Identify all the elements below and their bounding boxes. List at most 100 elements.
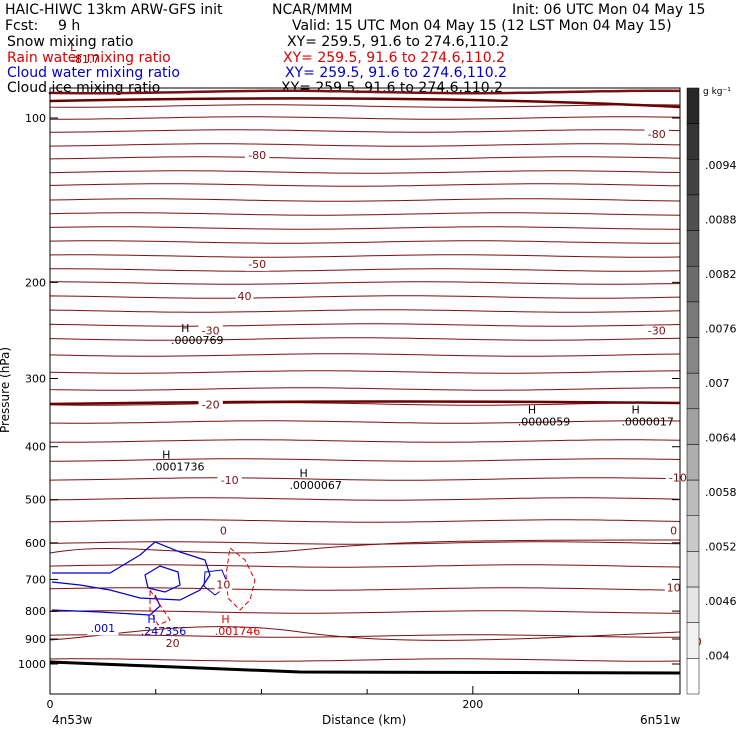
colorbar-swatch xyxy=(686,408,700,445)
temperature-contour xyxy=(49,539,681,554)
temperature-contour xyxy=(49,226,680,230)
extremum-value: .247356 xyxy=(141,625,187,638)
init-label: Init: 06 UTC Mon 04 May 15 xyxy=(512,2,706,18)
extremum-marker: H xyxy=(631,404,639,417)
temperature-contour-label: -10 xyxy=(221,474,239,487)
colorbar-swatch xyxy=(686,337,700,374)
colorbar-swatch xyxy=(686,479,700,517)
field-snow-xy: XY= 259.5, 91.6 to 274.6,110.2 xyxy=(287,34,510,50)
extremum-value: -81.7 xyxy=(71,53,99,66)
temperature-contour xyxy=(49,387,680,391)
field-rain-xy: XY= 259.5, 91.6 to 274.6,110.2 xyxy=(283,50,506,66)
temperature-contour xyxy=(49,323,681,327)
extremum-value: .0000059 xyxy=(518,416,571,429)
temperature-contour-label-bg xyxy=(664,582,683,595)
x-right-endpoint: 6n51w xyxy=(640,713,681,727)
rain-water-contour xyxy=(225,547,256,611)
colorbar-swatch xyxy=(686,622,700,659)
freezing-level-contour xyxy=(49,400,681,406)
temperature-contour xyxy=(49,281,681,285)
temperature-contour-label-bg xyxy=(198,399,223,412)
x-tick-label: 0 xyxy=(47,698,54,711)
colorbar-label: .0058 xyxy=(705,486,737,499)
temperature-contour xyxy=(49,439,681,443)
temperature-contour xyxy=(49,610,680,614)
temperature-contour xyxy=(49,519,681,523)
fcst-value: 9 h xyxy=(58,18,81,34)
x-axis: 0 200 xyxy=(47,686,580,711)
temperature-contour xyxy=(48,89,681,95)
cloud-water-contour xyxy=(51,594,161,616)
temperature-contour-label: 20 xyxy=(166,637,180,650)
y-tick-label: 100 xyxy=(25,112,46,125)
temperature-contour-label-bg xyxy=(163,637,182,650)
temperature-contour-label: -80 xyxy=(648,128,666,141)
ground-line xyxy=(49,660,681,675)
cloud-water-label: .001 xyxy=(91,622,116,635)
cloud-water-label-bg xyxy=(87,623,119,636)
extremum-marker: H xyxy=(181,322,189,335)
temperature-contour-label: 10 xyxy=(216,578,230,591)
temperature-contour-label-bg xyxy=(217,474,242,487)
x-left-endpoint: 4n53w xyxy=(52,713,93,727)
tropopause-contour xyxy=(49,97,681,109)
temperature-contour xyxy=(49,564,681,568)
colorbar-label: .0046 xyxy=(705,595,737,608)
temperature-contour xyxy=(49,116,681,120)
extremum-value: .0000067 xyxy=(289,479,342,492)
extremum-marker: H xyxy=(162,449,170,462)
extremum-value: .0000769 xyxy=(171,334,224,347)
y-axis-label: Pressure (hPa) xyxy=(0,346,13,434)
valid-label: Valid: 15 UTC Mon 04 May 15 (12 LST Mon … xyxy=(292,18,672,34)
temperature-contour xyxy=(49,309,681,313)
temperature-contour xyxy=(49,353,681,357)
colorbar-label: .0088 xyxy=(705,214,737,227)
colorbar-label: .0082 xyxy=(705,268,737,281)
contour-labels: -80-80-5040-30-30-20-10-100010102020.001… xyxy=(70,41,704,650)
temperature-contours xyxy=(48,89,681,675)
extremum-value: .0000017 xyxy=(621,416,674,429)
extremum-marker: H xyxy=(147,613,155,626)
temperature-contour xyxy=(49,587,680,591)
temperature-contour xyxy=(49,156,681,160)
temperature-contour xyxy=(49,370,681,374)
temperature-contour-label: 0 xyxy=(220,525,227,538)
cloud-water-contour xyxy=(144,565,181,593)
temperature-contour xyxy=(49,477,681,481)
colorbar-unit: g kg⁻¹ xyxy=(703,87,731,97)
temperature-contour-label-bg xyxy=(214,579,233,592)
y-tick-label: 1000 xyxy=(18,658,46,671)
temperature-contour xyxy=(49,337,681,341)
y-tick-label: 800 xyxy=(25,605,46,618)
colorbar-swatch xyxy=(686,194,700,231)
temperature-contour-label-bg xyxy=(244,150,270,163)
temperature-contour xyxy=(49,541,681,545)
temperature-contour xyxy=(49,104,681,108)
temperature-contour-label-bg xyxy=(644,129,669,142)
temperature-contour xyxy=(49,170,681,174)
temperature-contour xyxy=(49,420,681,424)
y-tick-label: 400 xyxy=(25,441,46,454)
colorbar-label: .007 xyxy=(705,377,730,390)
y-tick-label: 700 xyxy=(25,573,46,586)
extremum-marker: H xyxy=(528,404,536,417)
temperature-contour xyxy=(49,402,680,406)
temperature-contour-label-bg xyxy=(217,525,229,538)
fcst-label: Fcst: xyxy=(5,18,39,34)
cloud-water-contour xyxy=(51,541,211,601)
y-tick-label: 900 xyxy=(25,633,46,646)
colorbar-swatch xyxy=(686,444,700,481)
temperature-contour xyxy=(49,458,681,462)
temperature-contour xyxy=(49,634,680,638)
temperature-contour-label: -30 xyxy=(648,324,666,337)
y-tick-label: 200 xyxy=(25,276,46,289)
colorbar-swatch xyxy=(686,515,700,552)
extremum-value: .0001736 xyxy=(152,461,205,474)
y-tick-label: 600 xyxy=(25,537,46,550)
field-cloudwater-name: Cloud water mixing ratio xyxy=(7,65,180,81)
field-cloudwater-xy: XY= 259.5, 91.6 to 274.6,110.2 xyxy=(285,65,508,81)
temperature-contour xyxy=(49,198,681,202)
temperature-contour-label: -20 xyxy=(202,399,220,412)
rain-water-contour xyxy=(149,588,171,626)
